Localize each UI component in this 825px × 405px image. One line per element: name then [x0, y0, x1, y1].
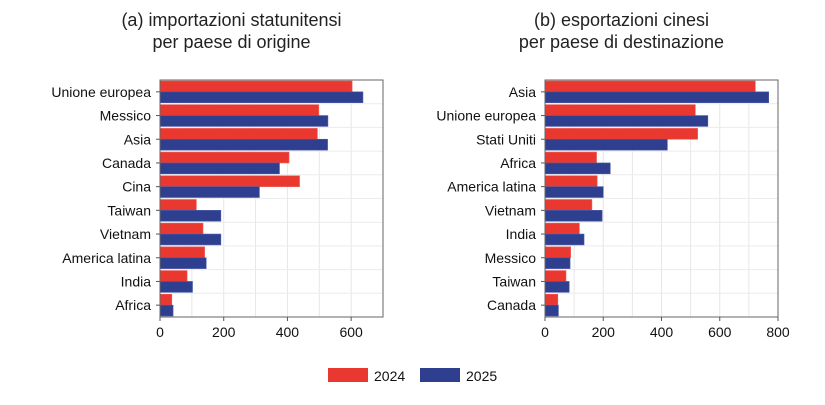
bar-2024-asia — [159, 128, 318, 140]
bar-2025-asia — [159, 138, 328, 151]
category-label: Vietnam — [100, 226, 151, 242]
bar-2025-unione-europea — [159, 91, 364, 103]
legend-label: 2024 — [374, 368, 405, 384]
category-label: Taiwan — [107, 202, 151, 218]
category-label: Canada — [102, 155, 151, 171]
bar-2024-india — [544, 222, 580, 235]
bar-2025-america-latina — [544, 186, 604, 198]
chart-title: per paese di destinazione — [519, 32, 724, 52]
x-tick-label: 600 — [708, 324, 732, 340]
category-label: India — [121, 273, 152, 289]
bar-2024-africa — [159, 293, 173, 306]
category-label: Taiwan — [492, 273, 536, 289]
category-label: Unione europea — [436, 108, 536, 124]
bar-2024-unione-europea — [159, 80, 353, 93]
bar-2024-america-latina — [544, 175, 598, 187]
x-tick-label: 200 — [212, 324, 236, 340]
category-label: Asia — [124, 131, 151, 147]
bar-2025-india — [544, 233, 585, 246]
bar-2024-cina — [159, 175, 300, 187]
bar-2025-messico — [544, 257, 571, 269]
category-label: Stati Uniti — [476, 131, 536, 147]
bar-2024-unione-europea — [544, 104, 696, 116]
bar-2025-cina — [159, 186, 260, 198]
bar-2025-america-latina — [159, 257, 207, 269]
x-tick-label: 600 — [339, 324, 363, 340]
category-label: Unione europea — [51, 84, 151, 100]
bar-2025-india — [159, 281, 193, 293]
bar-2024-vietnam — [159, 222, 204, 235]
chart-title: (b) esportazioni cinesi — [534, 10, 709, 30]
bar-2024-messico — [159, 104, 319, 116]
bar-2024-canada — [544, 293, 559, 306]
bar-2024-taiwan — [159, 199, 197, 211]
bar-2025-canada — [159, 162, 280, 175]
category-label: Africa — [500, 155, 536, 171]
bar-2025-taiwan — [159, 210, 222, 222]
x-tick-label: 0 — [156, 324, 164, 340]
bar-2024-stati-uniti — [544, 128, 698, 140]
bar-2025-vietnam — [544, 210, 603, 222]
bar-2024-america-latina — [159, 246, 205, 259]
category-label: Asia — [509, 84, 536, 100]
bar-2025-africa — [544, 162, 611, 175]
legend-swatch-2025 — [420, 368, 460, 382]
bar-2025-stati-uniti — [544, 138, 668, 151]
legend: 2024 2025 — [328, 368, 497, 384]
chart-title: (a) importazioni statunitensi — [121, 10, 341, 30]
bar-2025-africa — [159, 304, 174, 317]
category-label: Vietnam — [485, 202, 536, 218]
x-tick-label: 200 — [592, 324, 616, 340]
x-tick-label: 0 — [541, 324, 549, 340]
bar-2024-africa — [544, 151, 597, 164]
category-label: India — [506, 226, 537, 242]
category-label: Canada — [487, 297, 536, 313]
bar-2024-asia — [544, 80, 756, 93]
plot-frame — [159, 79, 384, 318]
bar-2025-canada — [544, 304, 559, 317]
x-tick-label: 800 — [766, 324, 790, 340]
x-tick-label: 400 — [276, 324, 300, 340]
category-label: Africa — [115, 297, 151, 313]
bar-2025-taiwan — [544, 281, 570, 293]
bar-2025-messico — [159, 115, 329, 127]
bar-2024-vietnam — [544, 199, 593, 211]
bar-2024-canada — [159, 151, 290, 164]
x-tick-label: 400 — [650, 324, 674, 340]
bar-2025-vietnam — [159, 233, 222, 246]
bar-2025-unione-europea — [544, 115, 709, 127]
category-label: America latina — [447, 179, 536, 195]
category-label: Messico — [485, 250, 537, 266]
bar-2025-asia — [544, 91, 769, 103]
category-label: Cina — [122, 179, 151, 195]
bar-2024-taiwan — [544, 270, 567, 282]
chart-title: per paese di origine — [152, 32, 310, 52]
bar-2024-messico — [544, 246, 571, 259]
legend-label: 2025 — [466, 368, 497, 384]
bar-2024-india — [159, 270, 188, 282]
category-label: America latina — [62, 250, 151, 266]
category-label: Messico — [100, 108, 152, 124]
legend-swatch-2024 — [328, 368, 368, 382]
